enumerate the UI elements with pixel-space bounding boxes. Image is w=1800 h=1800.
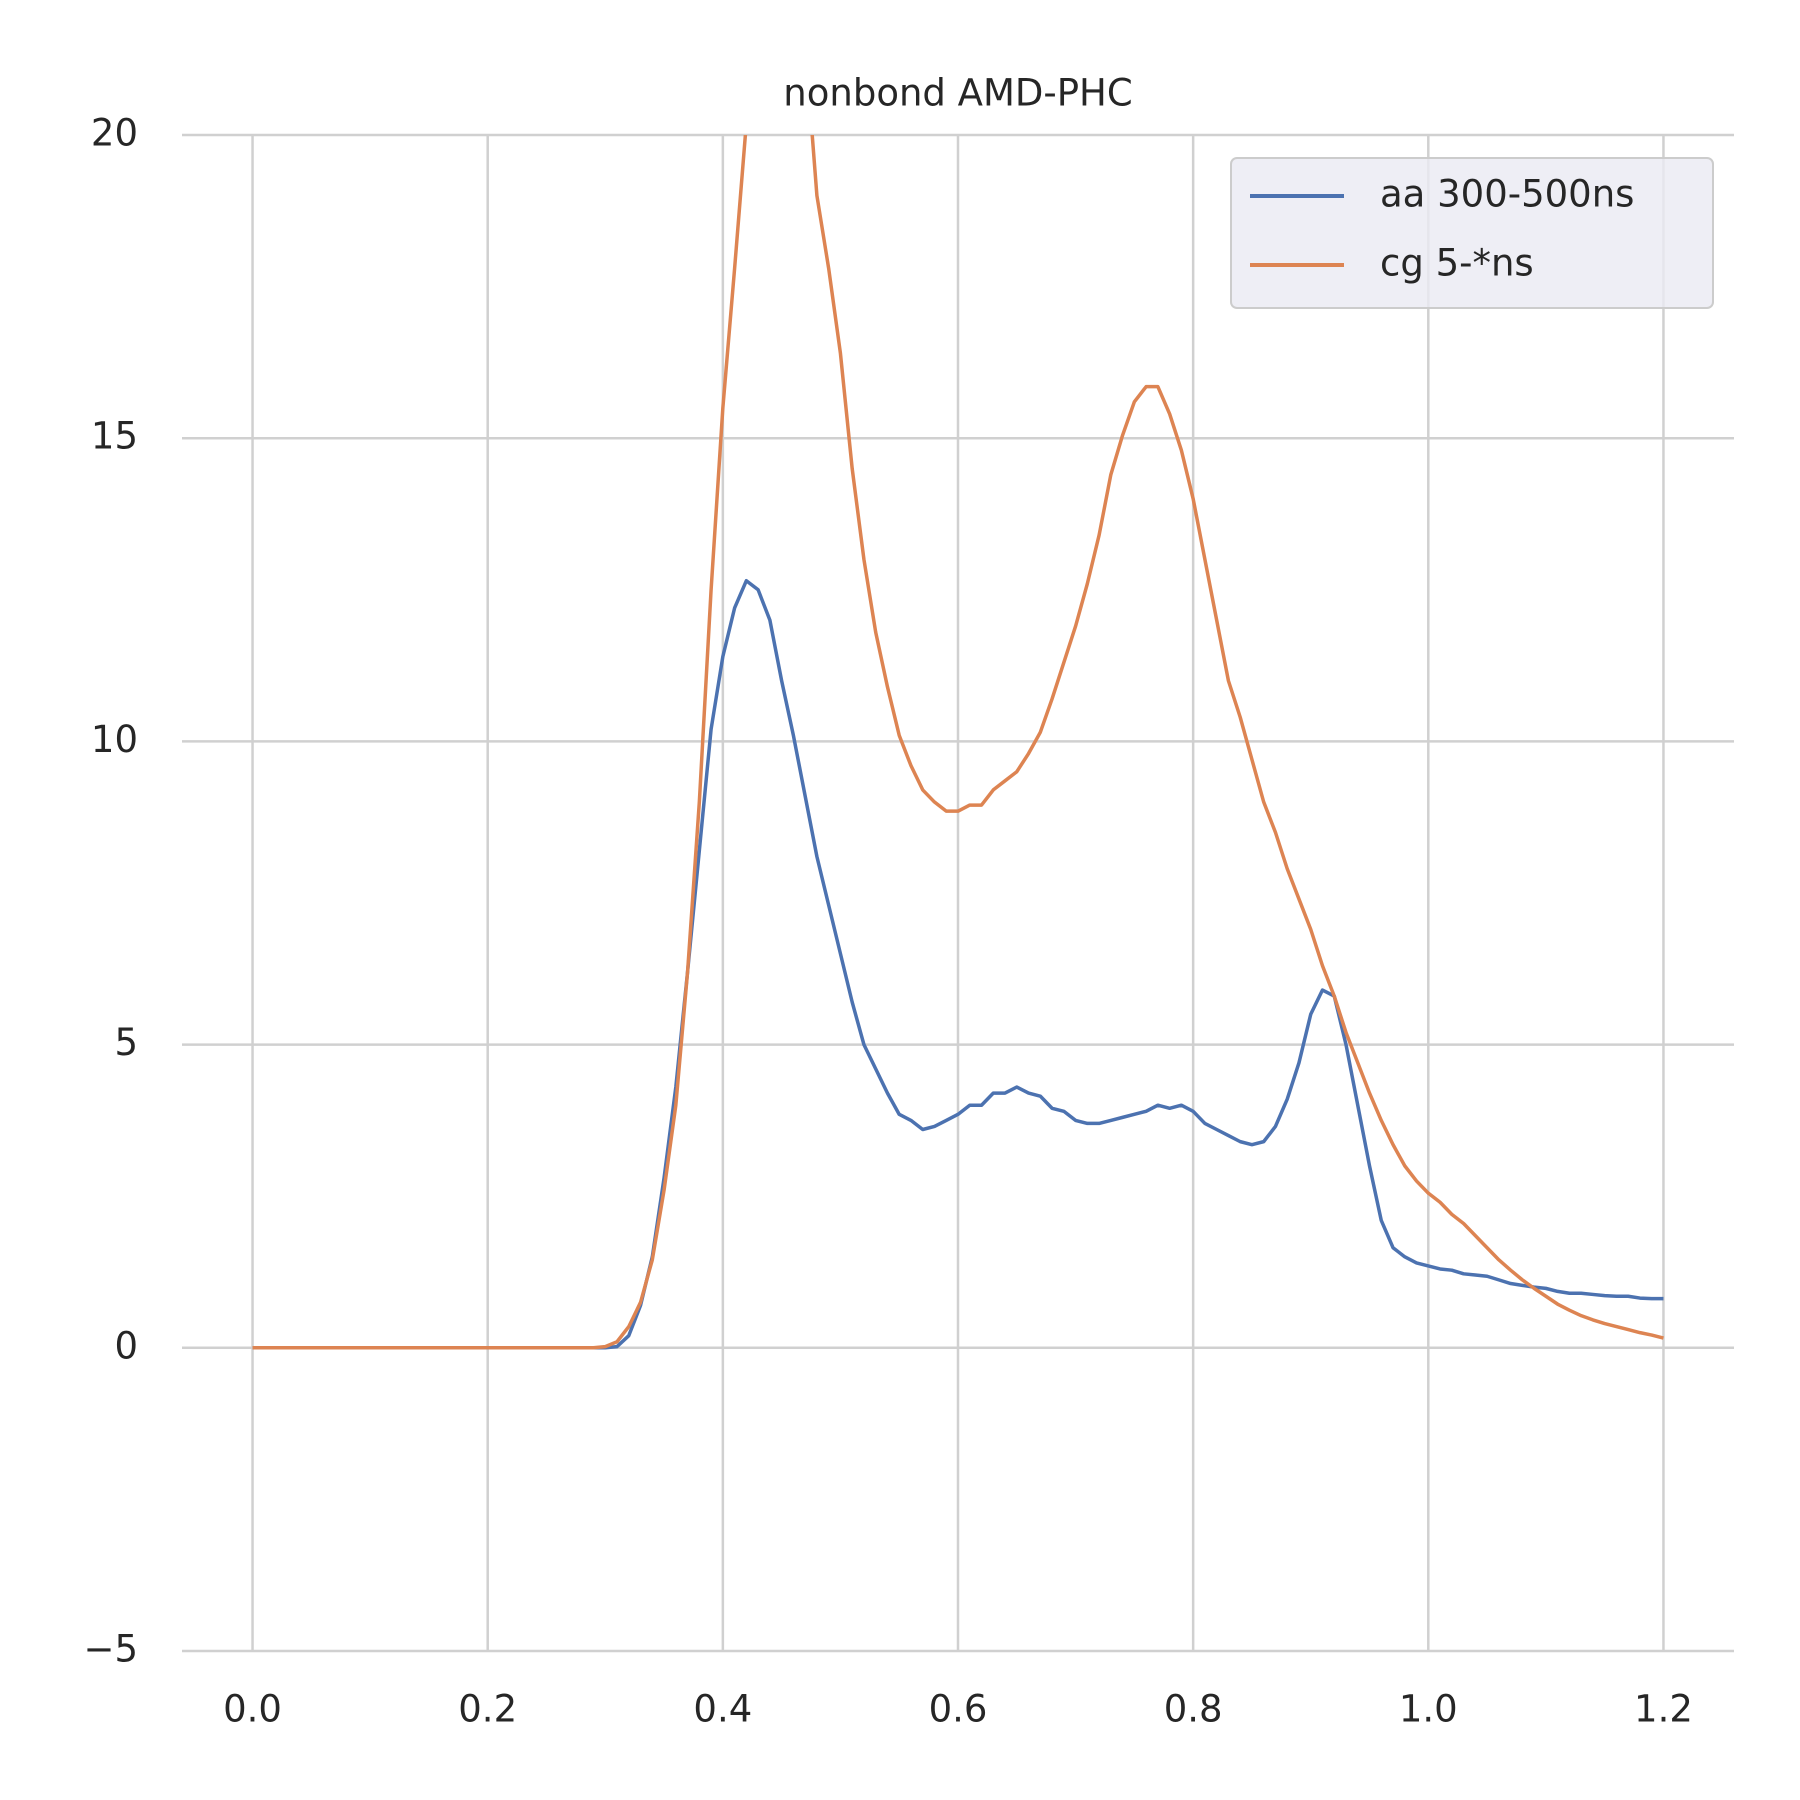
x-tick-label: 0.0 — [223, 1688, 282, 1731]
x-tick-label: 0.4 — [693, 1688, 752, 1731]
data-line — [252, 135, 1664, 1350]
legend-label: aa 300-500ns — [1380, 173, 1634, 216]
x-tick-label: 1.0 — [1399, 1688, 1458, 1731]
legend-box — [1230, 157, 1714, 309]
y-tick-label: 5 — [114, 1021, 138, 1064]
y-tick-label: 10 — [91, 718, 138, 761]
plot-area — [252, 135, 1664, 1350]
y-tick-label: 20 — [91, 112, 138, 155]
x-tick-label: 0.6 — [929, 1688, 988, 1731]
legend-label: cg 5-*ns — [1380, 242, 1534, 285]
chart-title: nonbond AMD-PHC — [783, 72, 1132, 115]
y-tick-label: 15 — [91, 415, 138, 458]
legend: aa 300-500ns cg 5-*ns — [1230, 157, 1714, 309]
grid: −5 0 5 10 15 20 0.0 0.2 0.4 0.6 0.8 1.0 1.2 — [83, 112, 1734, 1731]
x-tick-label: 0.2 — [458, 1688, 517, 1731]
x-tick-label: 1.2 — [1634, 1688, 1693, 1731]
y-tick-label: −5 — [83, 1628, 138, 1671]
y-tick-label: 0 — [114, 1324, 138, 1367]
x-tick-label: 0.8 — [1164, 1688, 1223, 1731]
